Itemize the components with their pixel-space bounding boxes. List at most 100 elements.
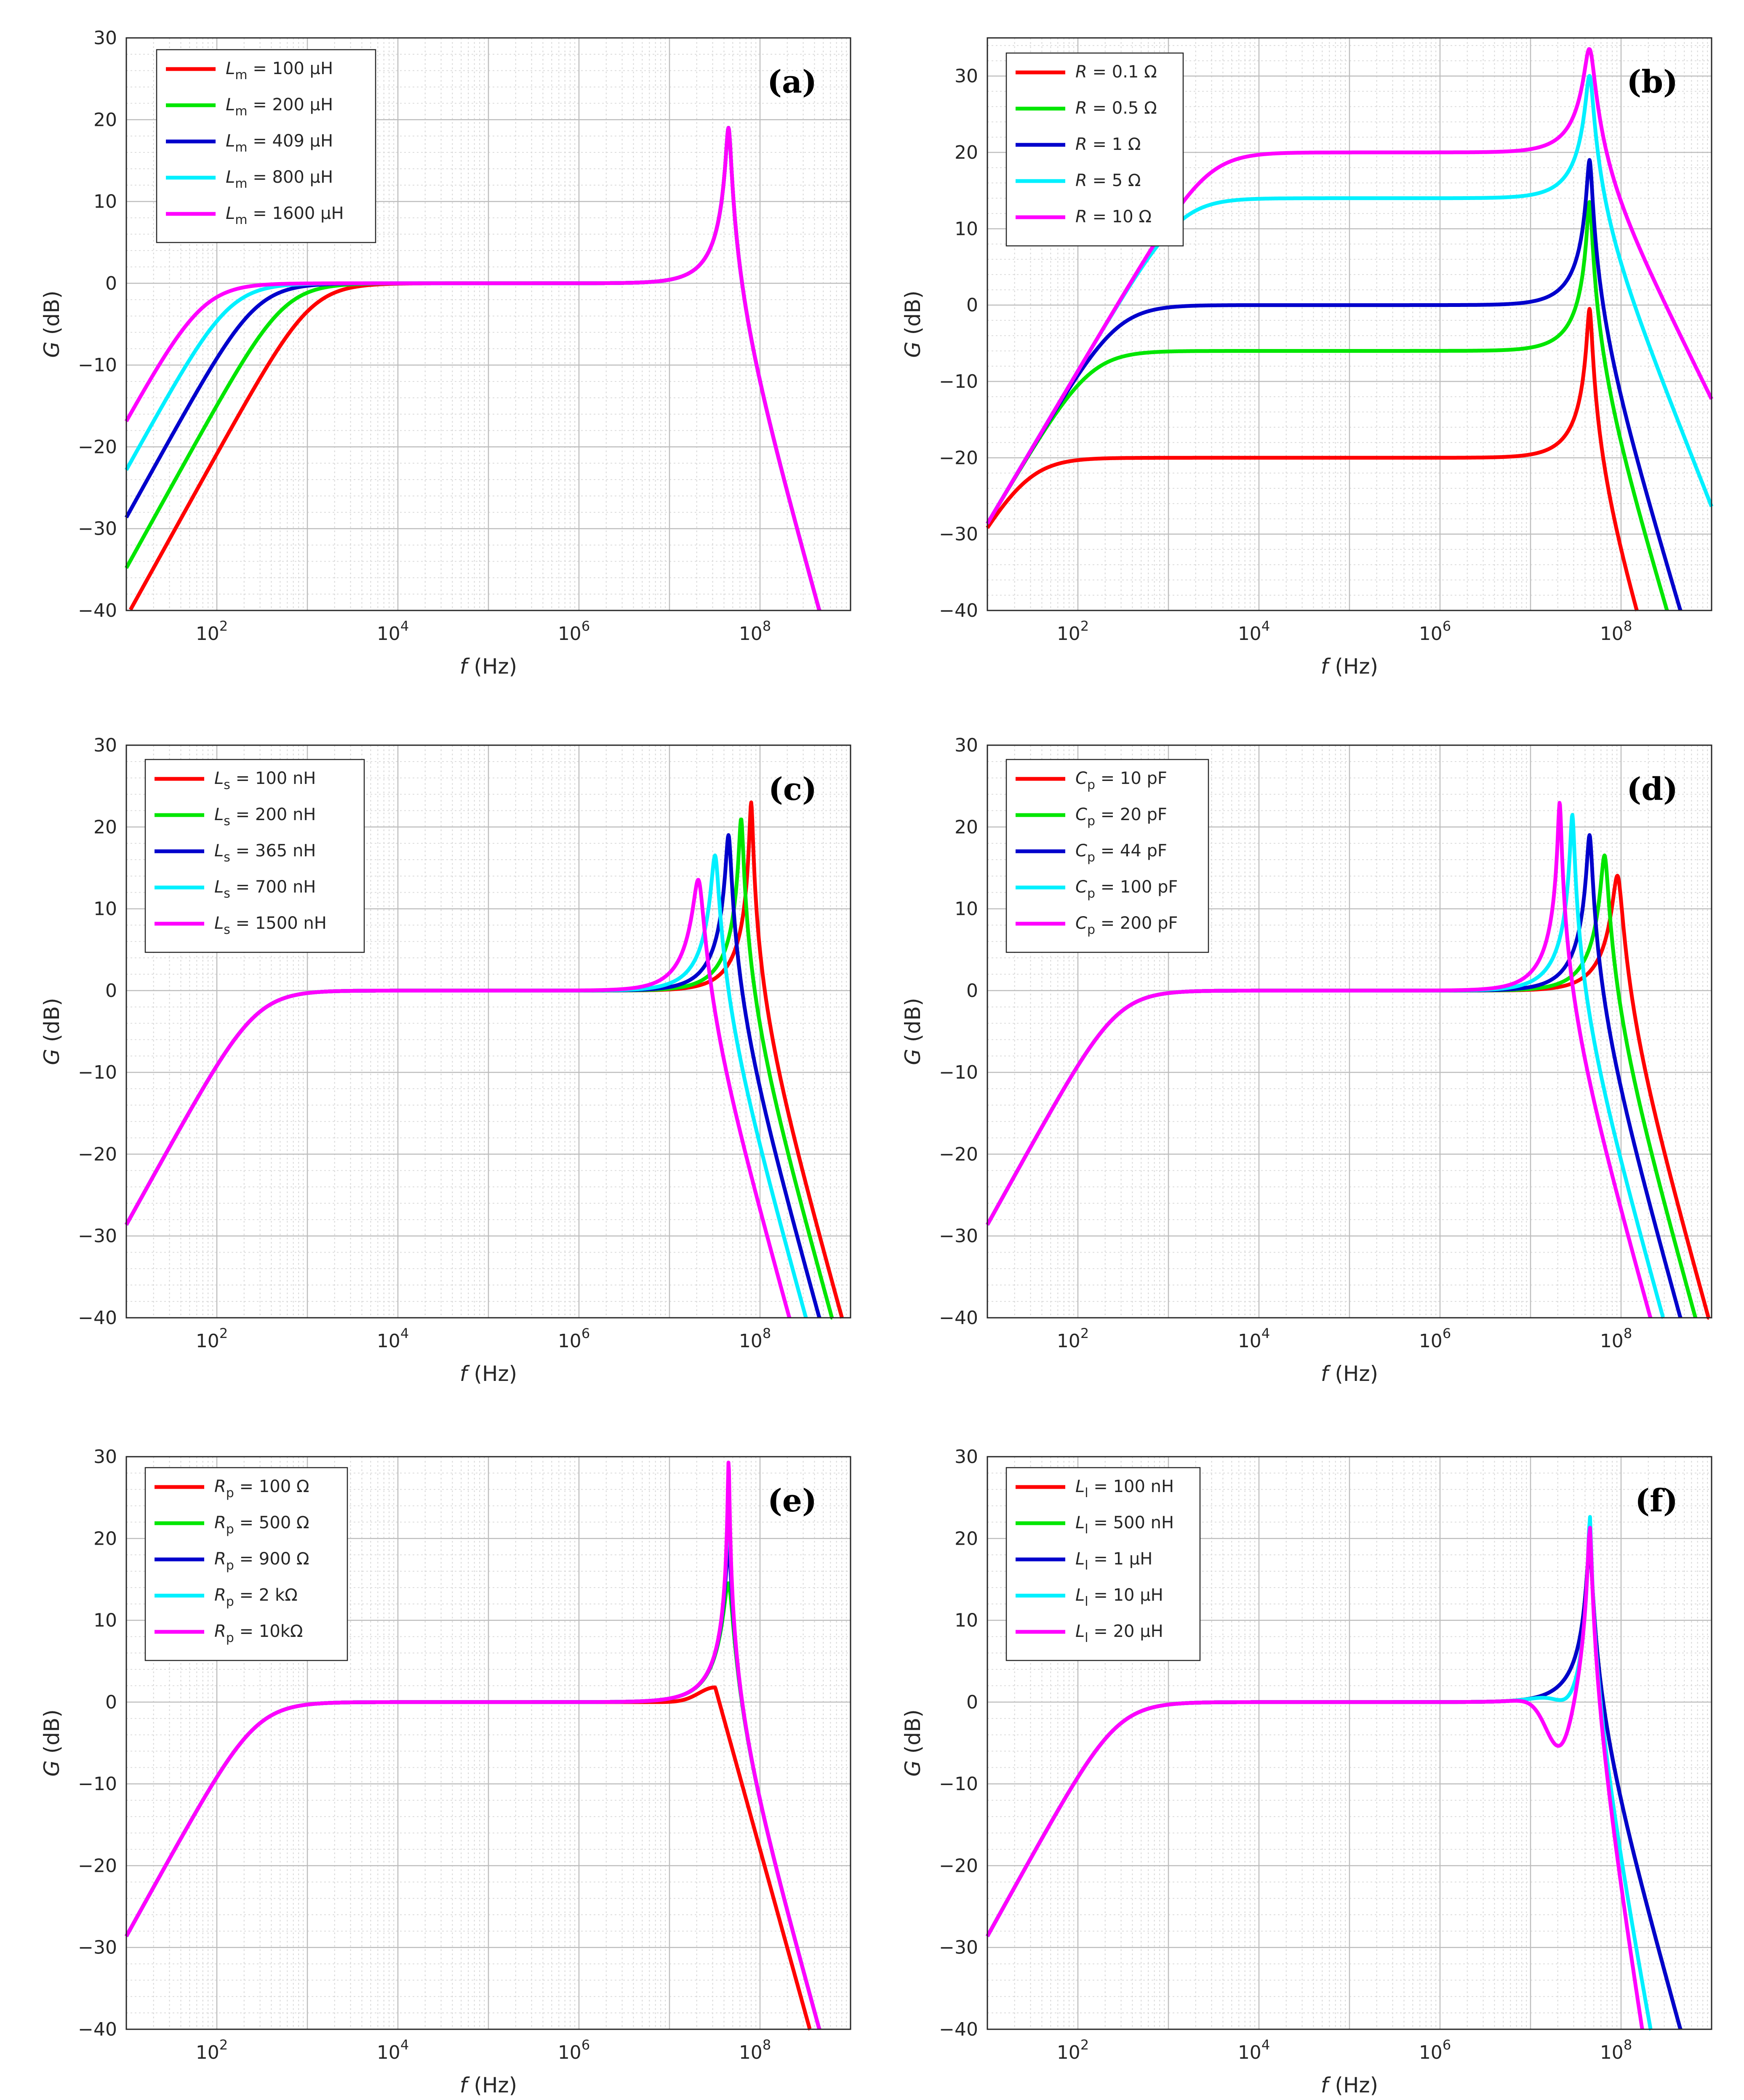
y-tick-label: 20 <box>955 816 978 838</box>
y-tick-label: 30 <box>955 66 978 87</box>
y-tick-label: −10 <box>939 371 978 392</box>
y-axis-label: G (dB) <box>901 1709 925 1777</box>
y-tick-label: −20 <box>78 1855 117 1876</box>
x-tick-label: 108 <box>739 618 771 645</box>
legend-entry: Ll = 100 nH <box>1075 1477 1174 1500</box>
legend-box <box>1005 52 1184 247</box>
chart-panel-1: −40 −30 −20 −10 0 10 20 30 102 104 106 108 f (Hz) G (… <box>901 37 1714 679</box>
series-line-4 <box>986 1526 1644 2030</box>
legend-entry: Cp = 20 pF <box>1075 805 1167 829</box>
y-tick-label: 30 <box>93 1446 117 1468</box>
series-line-0 <box>986 307 1639 612</box>
legend-entry: R = 0.1 Ω <box>1075 62 1157 82</box>
x-tick-label: 102 <box>1057 2037 1089 2063</box>
series-line-4 <box>125 126 821 611</box>
panel-label: (e) <box>768 1483 817 1519</box>
legend-entry: Cp = 100 pF <box>1075 877 1178 901</box>
y-axis-label: G (dB) <box>40 1709 64 1777</box>
panel-label: (a) <box>767 64 817 100</box>
axes-frame <box>125 37 851 611</box>
y-tick-label: −30 <box>78 1226 117 1247</box>
y-tick-label: −30 <box>939 1226 978 1247</box>
y-tick-label: −40 <box>78 2019 117 2040</box>
y-axis-label: G (dB) <box>901 998 925 1065</box>
x-tick-label: 106 <box>1419 618 1451 645</box>
x-tick-label: 108 <box>1600 2037 1632 2063</box>
panel-label: (b) <box>1627 64 1678 100</box>
axes-frame <box>125 744 851 1319</box>
y-tick-label: 20 <box>93 1528 117 1549</box>
chart-panel-4: −40 −30 −20 −10 0 10 20 30 102 104 106 108 f (Hz) G (… <box>40 1446 851 2097</box>
legend-entry: Cp = 44 pF <box>1075 841 1167 865</box>
y-axis-label: G (dB) <box>40 998 64 1065</box>
legend-entry: Rp = 10kΩ <box>214 1622 303 1645</box>
y-tick-label: 0 <box>105 980 117 1002</box>
y-tick-label: −10 <box>939 1773 978 1795</box>
axes-frame <box>987 1456 1712 2030</box>
x-tick-label: 108 <box>1600 618 1632 645</box>
x-tick-label: 104 <box>377 618 409 645</box>
y-tick-label: −10 <box>78 354 117 376</box>
series-line-4 <box>986 47 1714 525</box>
series-line-4 <box>125 1460 821 2030</box>
y-tick-label: −20 <box>939 1855 978 1876</box>
legend: Cp = 10 pF Cp = 20 pF Cp = 44 pF Cp = 100 p… <box>1005 759 1209 953</box>
x-axis-label: f (Hz) <box>460 654 517 679</box>
x-tick-label: 102 <box>196 2037 228 2063</box>
x-tick-label: 104 <box>1238 1325 1270 1352</box>
legend: Ll = 100 nH Ll = 500 nH Ll = 1 μH Ll = 10 μ… <box>1005 1467 1201 1661</box>
y-tick-label: −40 <box>78 600 117 621</box>
legend-entry: Ls = 200 nH <box>214 805 316 829</box>
y-tick-label: 10 <box>955 898 978 920</box>
x-tick-label: 102 <box>1057 618 1089 645</box>
chart-panel-2: −40 −30 −20 −10 0 10 20 30 102 104 106 108 f (Hz) G (… <box>40 735 851 1386</box>
legend-entry: Lm = 100 μH <box>226 59 333 83</box>
y-tick-label: 20 <box>93 816 117 838</box>
legend-entry: Lm = 800 μH <box>226 168 333 191</box>
legend-entry: Ls = 100 nH <box>214 769 316 792</box>
axes-frame <box>987 37 1712 611</box>
x-tick-label: 108 <box>739 1325 771 1352</box>
y-tick-label: 10 <box>93 191 117 213</box>
legend-entry: Lm = 409 μH <box>226 131 333 155</box>
legend-entry: Ls = 365 nH <box>214 841 316 865</box>
y-tick-label: 0 <box>966 980 978 1002</box>
x-tick-label: 106 <box>558 618 590 645</box>
series-line-1 <box>986 200 1669 611</box>
x-tick-label: 104 <box>1238 2037 1270 2063</box>
y-tick-label: 10 <box>93 898 117 920</box>
legend-entry: R = 10 Ω <box>1075 207 1152 227</box>
minor-grid <box>125 744 851 1319</box>
legend-box <box>1005 1467 1201 1661</box>
y-tick-label: −10 <box>939 1062 978 1083</box>
y-tick-label: −30 <box>78 1937 117 1959</box>
chart-panel-3: −40 −30 −20 −10 0 10 20 30 102 104 106 108 f (Hz) G (… <box>901 735 1712 1386</box>
y-tick-label: 10 <box>955 1610 978 1631</box>
y-tick-label: 10 <box>93 1610 117 1631</box>
x-tick-label: 108 <box>1600 1325 1632 1352</box>
legend-entry: Ll = 10 μH <box>1075 1586 1163 1609</box>
y-tick-label: 30 <box>93 735 117 756</box>
x-tick-label: 104 <box>1238 618 1270 645</box>
x-axis-label: f (Hz) <box>460 1362 517 1386</box>
panel-label: (f) <box>1635 1483 1678 1519</box>
legend-entry: R = 5 Ω <box>1075 171 1141 190</box>
y-tick-label: 30 <box>955 1446 978 1468</box>
legend-entry: Ls = 700 nH <box>214 877 316 901</box>
legend: R = 0.1 Ω R = 0.5 Ω R = 1 Ω R = 5 Ω R = 10 Ω <box>1005 52 1184 247</box>
y-tick-label: −20 <box>939 447 978 469</box>
y-tick-label: −40 <box>78 1307 117 1329</box>
y-tick-label: −40 <box>939 2019 978 2040</box>
chart-panel-5: −40 −30 −20 −10 0 10 20 30 102 104 106 108 f (Hz) G (… <box>901 1446 1712 2097</box>
y-tick-label: 30 <box>955 735 978 756</box>
y-tick-label: 10 <box>955 218 978 240</box>
y-tick-label: −10 <box>78 1062 117 1083</box>
legend-entry: Rp = 2 kΩ <box>214 1586 298 1609</box>
legend-entry: Cp = 200 pF <box>1075 914 1178 937</box>
axes-frame <box>987 744 1712 1319</box>
legend-box <box>144 759 365 953</box>
x-axis-label: f (Hz) <box>1321 654 1378 679</box>
x-axis-label: f (Hz) <box>460 2073 517 2097</box>
series-line-4 <box>986 801 1653 1319</box>
